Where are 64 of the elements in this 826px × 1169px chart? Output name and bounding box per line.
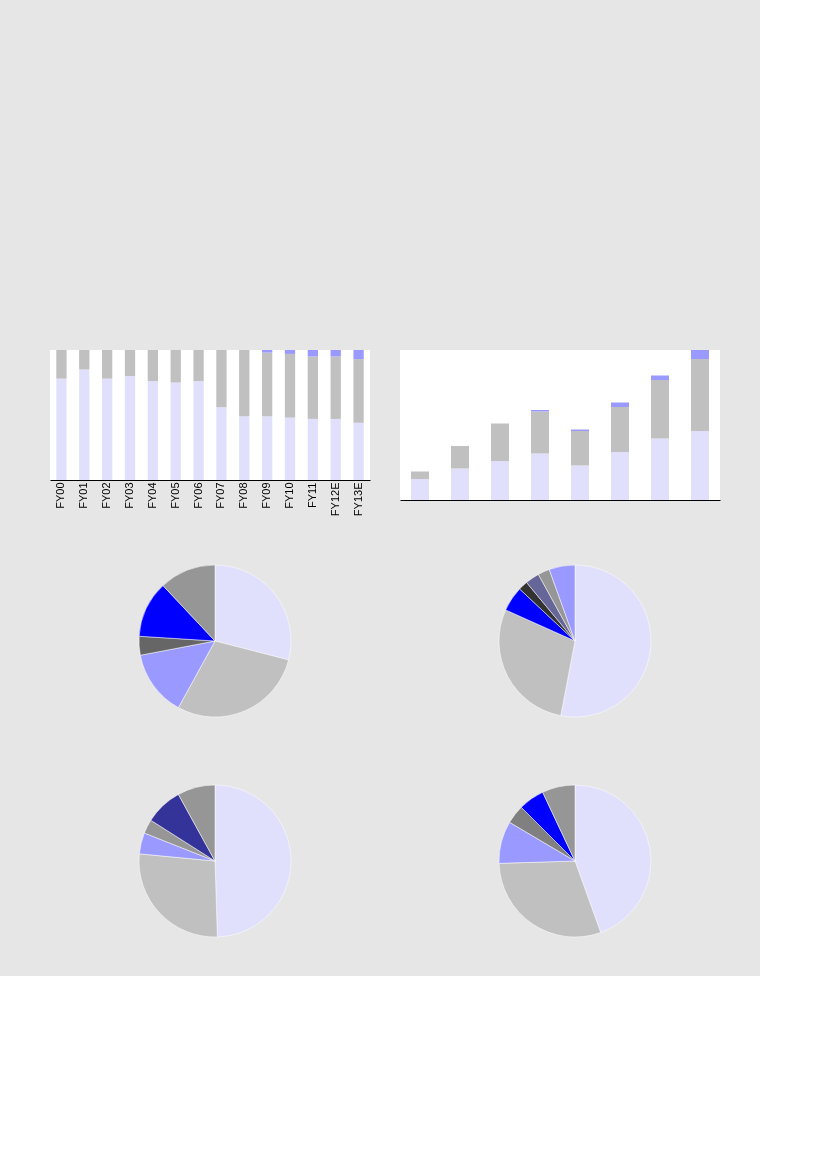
x-tick-label: FY13E [351, 482, 364, 517]
x-tick-label: FY12E [328, 482, 341, 517]
x-tick-label: FY07 [214, 482, 227, 509]
bar [102, 350, 113, 379]
bar [170, 382, 181, 480]
bar [239, 350, 250, 417]
bar [216, 407, 227, 480]
bar [691, 359, 709, 431]
bar [102, 378, 113, 480]
bar [330, 350, 341, 357]
bar [124, 350, 136, 376]
bar [262, 352, 273, 417]
bar [330, 418, 341, 480]
bar [451, 446, 469, 469]
x-tick-label: FY09 [260, 482, 273, 509]
bar [262, 416, 273, 480]
bar [491, 423, 509, 461]
bar [691, 350, 709, 359]
x-tick-label: FY02 [100, 482, 113, 509]
x-tick-label: FY10 [283, 482, 295, 509]
x-tick-label: FY01 [77, 482, 90, 509]
bar [330, 356, 341, 419]
x-tick-label: FY11 [305, 482, 318, 508]
bar [307, 356, 318, 419]
bar [307, 418, 318, 480]
bar [216, 350, 227, 408]
bar [79, 369, 90, 480]
x-tick-label: FY04 [145, 482, 158, 509]
bar [571, 465, 589, 500]
bar [79, 350, 90, 370]
bar [651, 380, 669, 439]
bar [284, 353, 296, 418]
bar [571, 431, 589, 466]
bar [531, 411, 549, 454]
x-tick-label: FY08 [237, 482, 250, 509]
bar [147, 350, 158, 382]
bar [353, 422, 364, 480]
bar [170, 350, 181, 383]
bar [353, 350, 364, 360]
bar [651, 438, 669, 500]
x-tick-label: FY06 [191, 482, 204, 509]
bar [147, 381, 158, 480]
bar [531, 453, 549, 500]
bar [56, 378, 67, 480]
bar [411, 479, 429, 500]
bar [262, 350, 273, 353]
bar [411, 471, 429, 479]
bar [56, 350, 67, 379]
bar [284, 350, 296, 354]
bar [193, 381, 204, 480]
bar [611, 407, 629, 452]
x-tick-label: FY03 [123, 482, 135, 509]
bar [611, 452, 629, 500]
bar [353, 359, 364, 423]
bar [193, 350, 204, 382]
bar [284, 417, 296, 480]
bar [239, 416, 250, 480]
bar [451, 468, 469, 500]
bar [691, 431, 709, 500]
bar [307, 350, 318, 357]
bar [491, 461, 509, 500]
bar [124, 376, 136, 480]
x-tick-label: FY00 [54, 482, 67, 509]
x-tick-label: FY05 [168, 482, 181, 509]
